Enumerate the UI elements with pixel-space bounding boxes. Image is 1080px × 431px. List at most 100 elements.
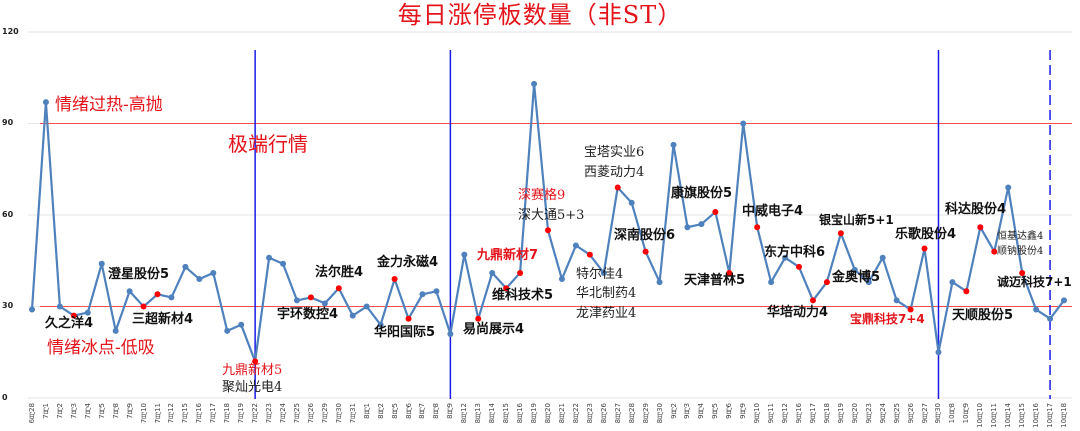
- x-tick-label: 7月18: [223, 403, 232, 424]
- annotation-xiling: 西菱动力4: [584, 165, 645, 180]
- highlight-point: [70, 312, 77, 319]
- data-point: [851, 266, 858, 273]
- annotation-baota: 宝塔实业6: [584, 145, 645, 160]
- annotation-hengji: 恒基达鑫4: [997, 231, 1044, 242]
- x-tick-label: 10月14: [1004, 403, 1013, 428]
- x-tick-label: 9月18: [822, 403, 831, 424]
- data-point: [698, 221, 705, 228]
- data-point: [782, 254, 789, 261]
- x-tick-label: 7月30: [334, 403, 343, 424]
- annotation-shennan: 深南股份6: [614, 228, 676, 243]
- annotation-shensaige: 深赛格9: [518, 188, 566, 203]
- highlight-point: [614, 184, 621, 191]
- x-tick-label: 10月8: [948, 403, 957, 424]
- x-tick-label: 9月5: [711, 403, 720, 419]
- highlight-point: [726, 269, 733, 276]
- data-point: [56, 303, 63, 310]
- annotation-yuhuan: 宇环数控4: [277, 307, 339, 322]
- x-tick-label: 7月25: [292, 403, 301, 424]
- x-tick-label: 10月18: [1060, 403, 1068, 428]
- annotation-tianjin: 天津普林5: [684, 273, 746, 288]
- x-tick-label: 9月25: [892, 403, 901, 424]
- x-tick-label: 10月11: [990, 403, 999, 428]
- x-tick-label: 8月20: [544, 403, 552, 424]
- x-tick-label: 9月16: [795, 403, 804, 424]
- annotation-longjin: 龙津药业4: [576, 306, 637, 321]
- highlight-point: [712, 208, 719, 215]
- annotation-keda: 科达股份4: [945, 202, 1007, 217]
- y-tick-60: 60: [2, 210, 14, 219]
- x-tick-label: 8月22: [571, 403, 580, 424]
- x-tick-label: 8月19: [530, 403, 539, 424]
- x-tick-label: 8月26: [599, 403, 608, 424]
- x-tick-label: 7月15: [181, 403, 190, 424]
- data-point: [670, 141, 677, 148]
- x-tick-label: 9月24: [878, 403, 887, 424]
- hot-zone-label: 情绪过热-高抛: [55, 95, 163, 115]
- data-point: [461, 251, 468, 258]
- annotation-jinaobo: 金奥博5: [832, 270, 881, 285]
- highlight-point: [140, 303, 147, 310]
- x-tick-label: 7月23: [265, 403, 274, 424]
- data-point: [949, 279, 956, 286]
- x-tick-label: 9月4: [697, 403, 706, 419]
- x-tick-label: 8月15: [502, 403, 511, 424]
- annotation-teerjia: 特尔佳4: [576, 267, 624, 282]
- x-tick-label: 7月22: [251, 403, 260, 424]
- data-point: [84, 309, 91, 316]
- x-tick-label: 7月29: [320, 403, 329, 424]
- annotation-jinli: 金力永磁4: [377, 255, 439, 270]
- data-point: [126, 288, 133, 295]
- x-tick-label: 9月17: [808, 403, 817, 424]
- annotation-shunna: 顺钠股份4: [997, 246, 1044, 257]
- x-tick-label: 7月10: [139, 403, 148, 424]
- x-tick-label: 9月20: [850, 403, 859, 424]
- x-tick-label: 7月12: [167, 403, 176, 424]
- x-tick-label: 8月5: [390, 403, 399, 419]
- y-tick-120: 120: [2, 27, 19, 36]
- x-tick-label: 7月1: [41, 403, 50, 419]
- x-tick-label: 8月1: [362, 403, 371, 419]
- highlight-point: [921, 245, 928, 252]
- data-point: [684, 224, 691, 231]
- x-tick-label: 9月2: [669, 403, 678, 419]
- data-point: [447, 330, 454, 337]
- data-point: [489, 269, 496, 276]
- annotation-huayang: 华阳国际5: [374, 325, 436, 340]
- highlight-point: [907, 306, 914, 313]
- data-point: [377, 321, 384, 328]
- x-tick-label: 9月27: [920, 403, 929, 424]
- annotation-lege: 乐歌股份4: [895, 227, 957, 242]
- x-tick-label: 7月2: [55, 403, 64, 419]
- highlight-point: [1019, 269, 1026, 276]
- chart-title: 每日涨停板数量（非ST）: [397, 1, 683, 29]
- highlight-point: [809, 297, 816, 304]
- extreme-market-label: 极端行情: [228, 132, 308, 156]
- x-tick-label: 9月6: [725, 403, 734, 419]
- x-tick-label: 8月28: [627, 403, 636, 424]
- data-point: [1061, 297, 1067, 304]
- highlight-point: [405, 315, 412, 322]
- annotation-jiuding-7: 九鼎新材7: [477, 248, 539, 263]
- data-point: [572, 242, 579, 249]
- data-point: [628, 199, 635, 206]
- highlight-point: [545, 227, 551, 234]
- data-point: [349, 312, 356, 319]
- highlight-point: [977, 224, 984, 231]
- x-tick-label: 10月17: [1046, 403, 1055, 428]
- data-point: [182, 263, 189, 270]
- x-tick-label: 7月26: [306, 403, 315, 424]
- data-point: [280, 260, 287, 267]
- highlight-point: [837, 230, 844, 237]
- x-tick-label: 8月13: [474, 403, 483, 424]
- x-tick-label: 9月11: [767, 403, 776, 424]
- data-point: [321, 300, 328, 307]
- y-tick-90: 90: [2, 118, 14, 127]
- data-point: [531, 80, 538, 87]
- annotation-dongfang: 东方中科6: [764, 245, 826, 260]
- x-tick-label: 7月4: [83, 403, 92, 419]
- y-tick-0: 0: [2, 393, 8, 402]
- x-tick-label: 8月2: [376, 403, 385, 419]
